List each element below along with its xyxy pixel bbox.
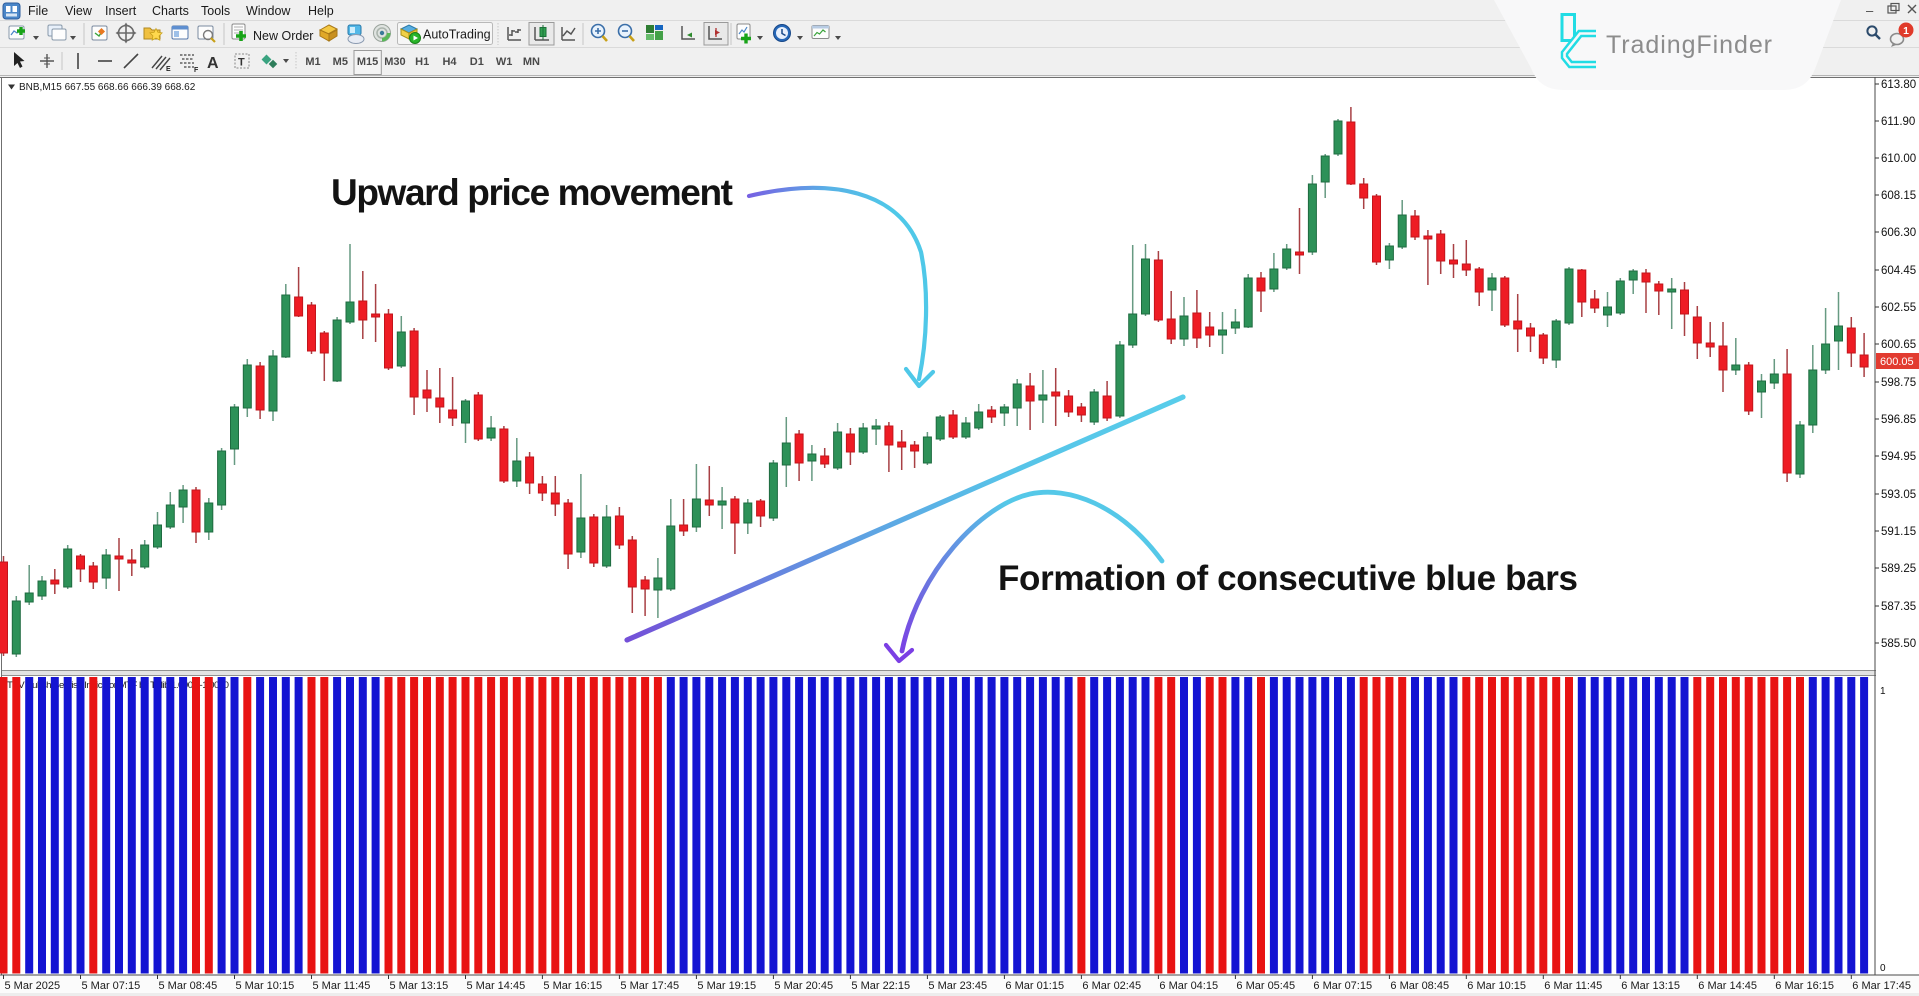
svg-text:AutoTrading: AutoTrading bbox=[423, 28, 491, 42]
svg-text:Help: Help bbox=[308, 4, 334, 18]
svg-text:5 Mar 08:45: 5 Mar 08:45 bbox=[159, 980, 218, 992]
svg-text:596.85: 596.85 bbox=[1881, 414, 1916, 426]
svg-text:F: F bbox=[194, 67, 199, 74]
svg-text:Tools: Tools bbox=[201, 4, 230, 18]
svg-text:M15: M15 bbox=[357, 56, 378, 68]
svg-text:A: A bbox=[207, 55, 219, 72]
svg-text:–: – bbox=[1866, 3, 1874, 18]
svg-text:E: E bbox=[166, 66, 171, 73]
svg-text:T: T bbox=[238, 57, 245, 69]
svg-text:598.75: 598.75 bbox=[1881, 377, 1916, 389]
svg-text:6 Mar 02:45: 6 Mar 02:45 bbox=[1082, 980, 1141, 992]
svg-text:W1: W1 bbox=[496, 56, 513, 68]
svg-text:File: File bbox=[28, 4, 48, 18]
svg-text:610.00: 610.00 bbox=[1881, 153, 1916, 165]
svg-text:613.80: 613.80 bbox=[1881, 79, 1916, 91]
svg-text:New Order: New Order bbox=[253, 29, 313, 43]
svg-text:0: 0 bbox=[1880, 963, 1886, 974]
svg-text:H1: H1 bbox=[415, 56, 429, 68]
svg-text:M1: M1 bbox=[305, 56, 320, 68]
svg-text:611.90: 611.90 bbox=[1881, 116, 1915, 128]
svg-text:604.45: 604.45 bbox=[1881, 265, 1916, 277]
svg-text:6 Mar 14:45: 6 Mar 14:45 bbox=[1698, 980, 1757, 992]
svg-text:5 Mar 07:15: 5 Mar 07:15 bbox=[82, 980, 141, 992]
svg-text:5 Mar 19:15: 5 Mar 19:15 bbox=[697, 980, 756, 992]
svg-text:6 Mar 08:45: 6 Mar 08:45 bbox=[1390, 980, 1449, 992]
svg-text:H4: H4 bbox=[442, 56, 457, 68]
svg-text:5 Mar 11:45: 5 Mar 11:45 bbox=[313, 980, 371, 992]
svg-text:Formation of consecutive blue: Formation of consecutive blue bars bbox=[998, 559, 1578, 598]
svg-text:606.30: 606.30 bbox=[1881, 227, 1916, 239]
svg-text:MN: MN bbox=[523, 56, 540, 68]
svg-text:591.15: 591.15 bbox=[1881, 526, 1916, 538]
svg-text:600.65: 600.65 bbox=[1881, 339, 1916, 351]
svg-text:5 Mar 14:45: 5 Mar 14:45 bbox=[467, 980, 526, 992]
svg-text:Window: Window bbox=[246, 4, 291, 18]
svg-text:608.15: 608.15 bbox=[1881, 190, 1916, 202]
svg-text:6 Mar 10:15: 6 Mar 10:15 bbox=[1467, 980, 1526, 992]
svg-text:D1: D1 bbox=[470, 56, 484, 68]
svg-text:6 Mar 04:15: 6 Mar 04:15 bbox=[1159, 980, 1218, 992]
svg-text:5 Mar 13:15: 5 Mar 13:15 bbox=[390, 980, 449, 992]
svg-text:5 Mar 10:15: 5 Mar 10:15 bbox=[236, 980, 295, 992]
svg-text:5 Mar 16:15: 5 Mar 16:15 bbox=[543, 980, 602, 992]
svg-text:6 Mar 17:45: 6 Mar 17:45 bbox=[1852, 980, 1911, 992]
svg-text:BNB,M15 667.55 668.66 666.39: BNB,M15 667.55 668.66 666.39 668.62 bbox=[19, 82, 196, 93]
svg-text:5 Mar 2025: 5 Mar 2025 bbox=[5, 980, 61, 992]
svg-text:TradingFinder: TradingFinder bbox=[1606, 31, 1772, 59]
svg-text:5 Mar 23:45: 5 Mar 23:45 bbox=[928, 980, 987, 992]
svg-text:585.50: 585.50 bbox=[1881, 638, 1916, 650]
svg-text:593.05: 593.05 bbox=[1881, 489, 1916, 501]
svg-text:Charts: Charts bbox=[152, 4, 189, 18]
svg-text:5 Mar 17:45: 5 Mar 17:45 bbox=[620, 980, 679, 992]
svg-text:6 Mar 01:15: 6 Mar 01:15 bbox=[1005, 980, 1064, 992]
svg-text:600.05: 600.05 bbox=[1880, 356, 1914, 368]
svg-text:5 Mar 22:15: 5 Mar 22:15 bbox=[851, 980, 910, 992]
svg-text:594.95: 594.95 bbox=[1881, 451, 1916, 463]
svg-text:587.35: 587.35 bbox=[1881, 601, 1916, 613]
svg-text:589.25: 589.25 bbox=[1881, 563, 1916, 575]
svg-text:1: 1 bbox=[1880, 686, 1886, 697]
svg-text:View: View bbox=[65, 4, 93, 18]
svg-text:5 Mar 20:45: 5 Mar 20:45 bbox=[774, 980, 833, 992]
svg-text:6 Mar 13:15: 6 Mar 13:15 bbox=[1621, 980, 1680, 992]
svg-text:M30: M30 bbox=[384, 56, 405, 68]
svg-text:6 Mar 11:45: 6 Mar 11:45 bbox=[1544, 980, 1602, 992]
svg-text:1: 1 bbox=[1903, 25, 1909, 37]
svg-text:6 Mar 16:15: 6 Mar 16:15 bbox=[1775, 980, 1834, 992]
svg-text:Insert: Insert bbox=[105, 4, 137, 18]
svg-text:Upward price movement: Upward price movement bbox=[331, 172, 733, 213]
svg-text:6 Mar 05:45: 6 Mar 05:45 bbox=[1236, 980, 1295, 992]
svg-text:602.55: 602.55 bbox=[1881, 302, 1916, 314]
svg-text:M5: M5 bbox=[333, 56, 348, 68]
svg-text:6 Mar 07:15: 6 Mar 07:15 bbox=[1313, 980, 1372, 992]
